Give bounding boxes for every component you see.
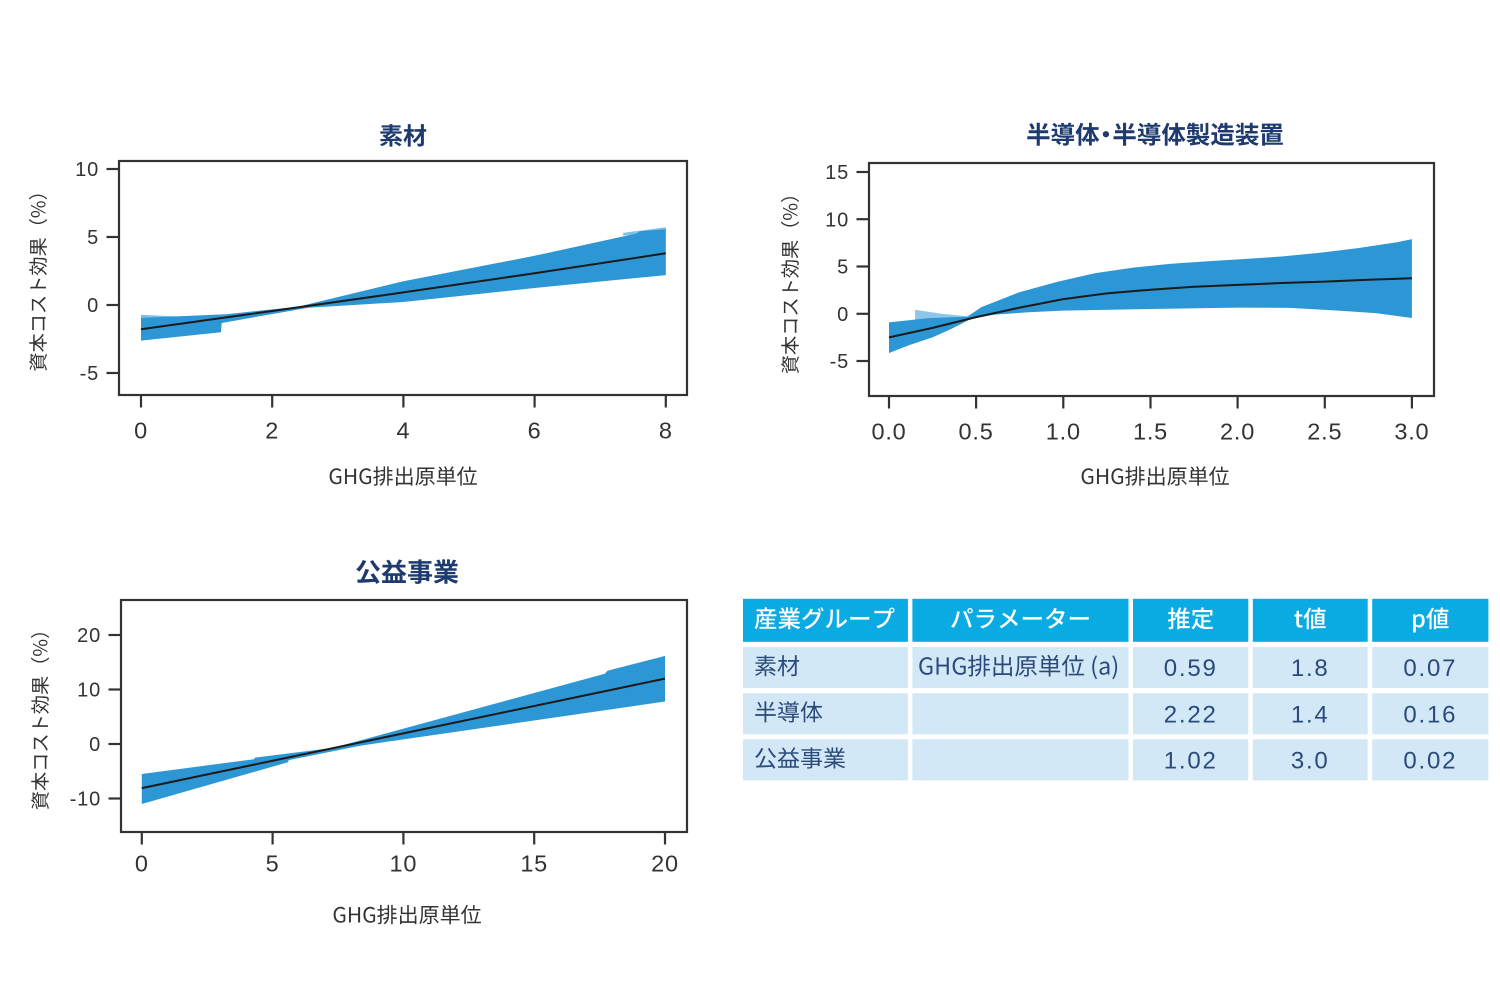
svg-text:5: 5 bbox=[837, 257, 849, 279]
svg-text:15: 15 bbox=[520, 851, 548, 877]
svg-text:10: 10 bbox=[390, 851, 418, 877]
svg-text:0.59: 0.59 bbox=[1164, 655, 1218, 682]
svg-text:-10: -10 bbox=[70, 789, 101, 811]
svg-text:1.02: 1.02 bbox=[1164, 747, 1218, 774]
svg-text:0.5: 0.5 bbox=[959, 419, 994, 445]
svg-text:0: 0 bbox=[89, 734, 101, 756]
svg-text:8: 8 bbox=[659, 418, 673, 444]
svg-text:10: 10 bbox=[77, 680, 101, 702]
svg-text:0.16: 0.16 bbox=[1403, 701, 1457, 728]
svg-text:20: 20 bbox=[651, 851, 679, 877]
svg-text:10: 10 bbox=[825, 209, 849, 231]
svg-text:-5: -5 bbox=[830, 351, 849, 373]
svg-text:10: 10 bbox=[75, 159, 99, 181]
svg-text:2: 2 bbox=[265, 418, 279, 444]
svg-text:6: 6 bbox=[528, 418, 542, 444]
svg-text:0: 0 bbox=[837, 304, 849, 326]
svg-text:0.02: 0.02 bbox=[1403, 747, 1457, 774]
svg-text:15: 15 bbox=[825, 162, 849, 184]
svg-text:5: 5 bbox=[266, 851, 280, 877]
svg-text:1.8: 1.8 bbox=[1291, 655, 1330, 682]
svg-text:0.07: 0.07 bbox=[1403, 655, 1457, 682]
svg-text:5: 5 bbox=[87, 227, 99, 249]
svg-text:0.0: 0.0 bbox=[871, 419, 906, 445]
svg-text:0: 0 bbox=[135, 851, 149, 877]
svg-text:2.0: 2.0 bbox=[1220, 419, 1255, 445]
svg-text:4: 4 bbox=[396, 418, 410, 444]
svg-text:0: 0 bbox=[134, 418, 148, 444]
svg-text:2.5: 2.5 bbox=[1307, 419, 1342, 445]
svg-text:1.5: 1.5 bbox=[1133, 419, 1168, 445]
svg-text:2.22: 2.22 bbox=[1164, 701, 1218, 728]
svg-text:1.4: 1.4 bbox=[1291, 701, 1330, 728]
svg-text:0: 0 bbox=[87, 295, 99, 317]
svg-text:-5: -5 bbox=[80, 363, 99, 385]
svg-text:3.0: 3.0 bbox=[1291, 747, 1330, 774]
svg-text:1.0: 1.0 bbox=[1046, 419, 1081, 445]
svg-text:3.0: 3.0 bbox=[1394, 419, 1429, 445]
svg-text:20: 20 bbox=[77, 625, 101, 647]
